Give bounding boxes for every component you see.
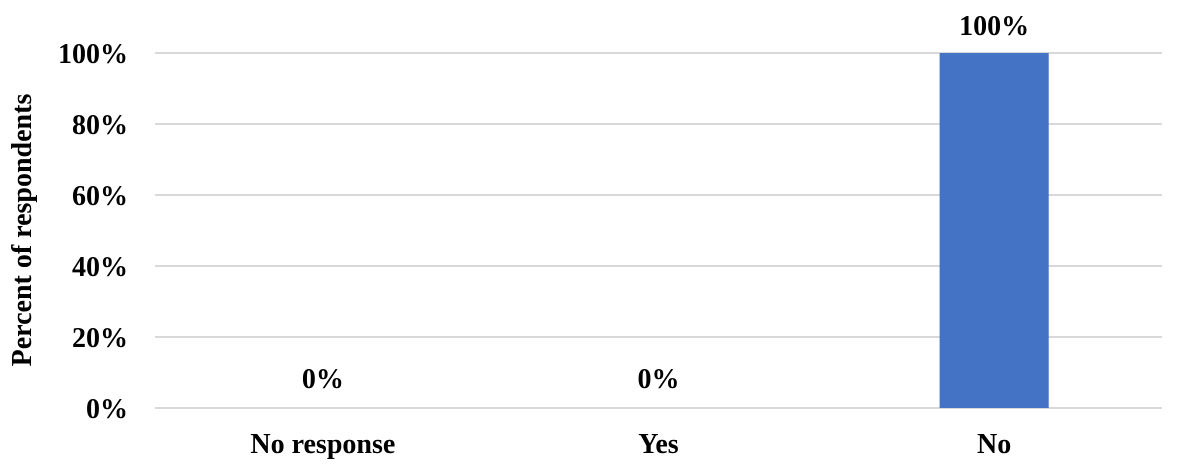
bar [939,53,1049,408]
x-axis-ticks: No response Yes No [250,429,1011,460]
x-tick-label: No response [250,429,395,460]
x-tick-label: No [977,429,1011,460]
y-axis-title: Percent of respondents [7,94,38,367]
y-axis-ticks: 0% 20% 40% 60% 80% 100% [58,39,128,425]
y-tick-label: 60% [72,181,128,212]
y-tick-label: 100% [58,39,128,70]
y-tick-label: 0% [86,394,128,425]
y-tick-label: 20% [72,323,128,354]
data-label: 100% [959,11,1029,42]
data-label: 0% [302,364,344,395]
data-label: 0% [638,364,680,395]
bars [939,53,1049,408]
y-tick-label: 80% [72,110,128,141]
x-tick-label: Yes [638,429,679,460]
y-tick-label: 40% [72,252,128,283]
data-labels: 0% 0% 100% [302,11,1029,395]
